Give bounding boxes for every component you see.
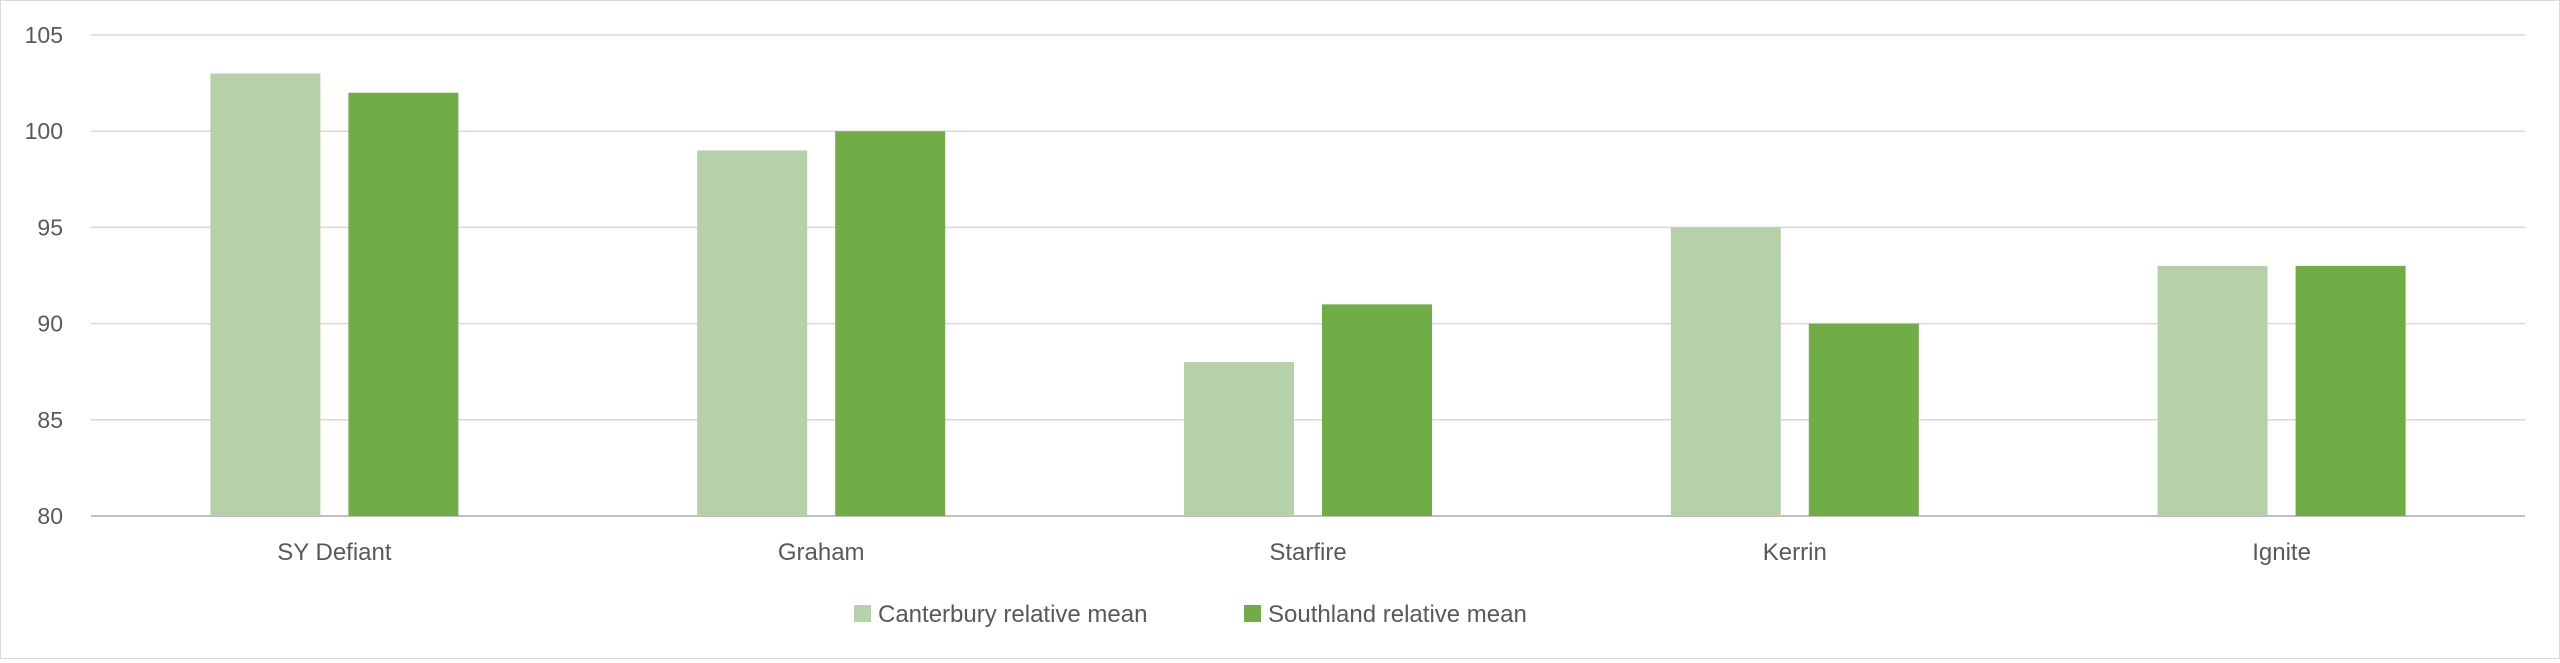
x-category-label: SY Defiant (277, 539, 392, 566)
bar-southland-relative-mean-graham (835, 131, 946, 516)
x-category-label: Starfire (1269, 539, 1346, 566)
legend-swatch (854, 605, 871, 622)
bar-canterbury-relative-mean-starfire (1184, 362, 1294, 516)
x-category-label: Ignite (2252, 539, 2311, 566)
bar-canterbury-relative-mean-graham (697, 150, 808, 516)
bar-southland-relative-mean-sy-defiant (348, 92, 459, 516)
legend-swatch (1244, 605, 1261, 622)
bar-southland-relative-mean-starfire (1322, 304, 1432, 516)
y-tick-label: 85 (37, 407, 63, 433)
y-tick-label: 105 (25, 22, 63, 48)
bar-canterbury-relative-mean-sy-defiant (210, 73, 321, 516)
y-tick-label: 80 (37, 503, 63, 529)
y-tick-label: 95 (37, 214, 63, 240)
gridlines (91, 34, 2525, 517)
legend-label: Canterbury relative mean (878, 601, 1147, 628)
y-tick-label: 100 (25, 118, 63, 144)
legend: Canterbury relative mean Southland relati… (854, 601, 1527, 628)
x-category-label: Kerrin (1763, 539, 1827, 566)
x-category-label: Graham (778, 539, 865, 566)
bar-southland-relative-mean-ignite (2295, 265, 2406, 516)
bars (210, 73, 2406, 516)
bar-canterbury-relative-mean-ignite (2157, 265, 2268, 516)
bar-southland-relative-mean-kerrin (1808, 323, 1919, 516)
x-axis-categories: SY Defiant Graham Starfire Kerrin Ignite (277, 539, 2311, 566)
y-axis-ticks: 80 85 90 95 100 105 (25, 22, 63, 529)
y-tick-label: 90 (37, 311, 63, 337)
bar-canterbury-relative-mean-kerrin (1670, 227, 1781, 516)
legend-label: Southland relative mean (1268, 601, 1527, 628)
